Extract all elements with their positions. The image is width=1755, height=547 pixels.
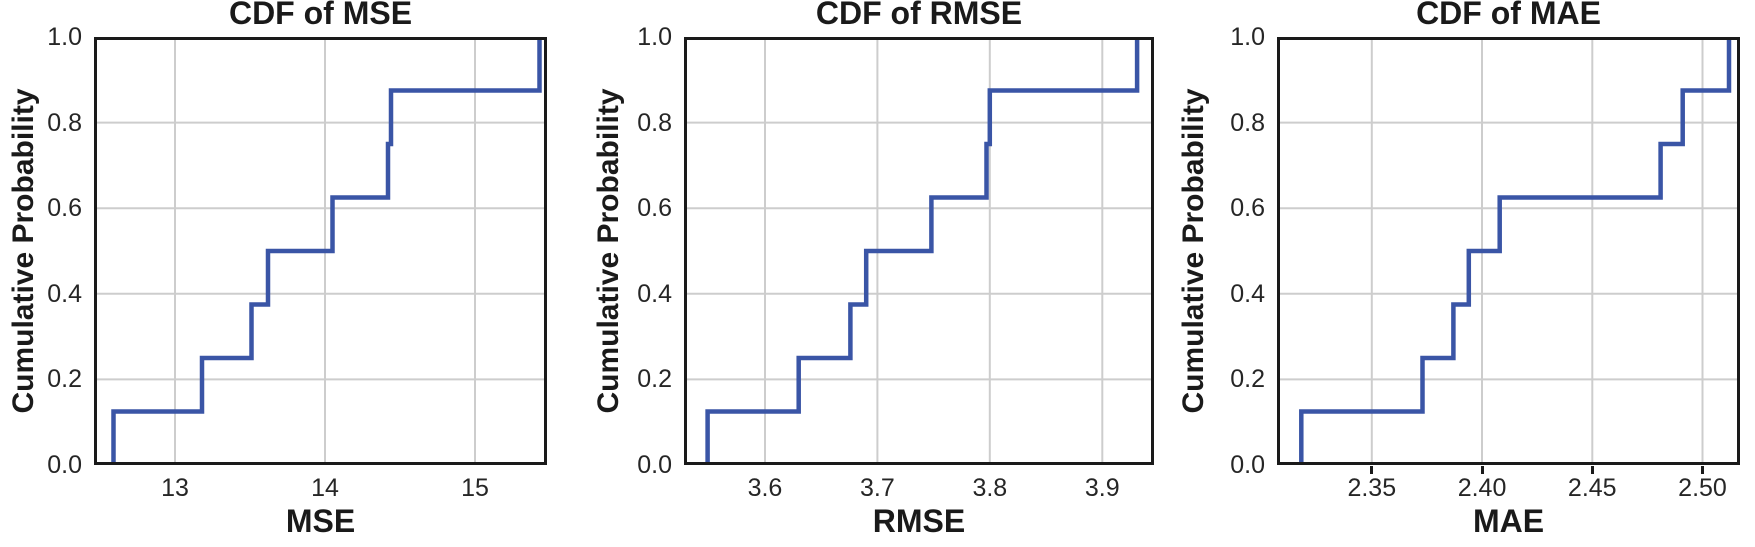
x-axis-label: MSE <box>285 503 356 539</box>
x-tick-labels: 13 14 15 <box>94 465 547 511</box>
x-tick-label: 2.50 <box>1678 474 1727 502</box>
panel-cdf-rmse: CDF of RMSE Cumulative Probability 0.0 0.… <box>585 0 1170 547</box>
x-tick-label: 13 <box>161 474 189 502</box>
y-tick-label: 1.0 <box>637 23 672 51</box>
y-tick-label: 0.2 <box>1230 365 1265 394</box>
x-tick-label: 15 <box>461 474 489 502</box>
y-tick-label: 0.0 <box>1230 451 1265 479</box>
x-tick-label: 3.9 <box>1084 474 1120 502</box>
y-tick-label: 0.4 <box>47 279 82 308</box>
y-tick-label: 0.0 <box>47 451 82 479</box>
y-tick-label: 0.6 <box>1230 194 1265 223</box>
y-tick-label: 1.0 <box>47 23 82 51</box>
x-tick-label: 14 <box>311 474 339 502</box>
x-tick-mark <box>1480 466 1484 474</box>
y-tick-label: 0.8 <box>1230 108 1265 137</box>
cdf-step-plot <box>94 37 547 465</box>
panel-cdf-mae: CDF of MAE Cumulative Probability 0.0 0.2… <box>1170 0 1755 547</box>
y-tick-label: 0.4 <box>637 279 672 308</box>
x-tick-label: 3.7 <box>860 474 895 502</box>
y-tick-label: 1.0 <box>1230 23 1265 51</box>
x-tick-label: 2.45 <box>1567 474 1617 502</box>
plot-area <box>1277 37 1740 465</box>
plot-area <box>684 37 1154 465</box>
plot-area <box>94 37 547 465</box>
y-tick-label: 0.8 <box>47 108 82 137</box>
y-tick-label: 0.4 <box>1230 279 1265 308</box>
y-tick-labels: 0.0 0.2 0.4 0.6 0.8 1.0 <box>0 23 82 479</box>
x-tick-label: 3.6 <box>747 474 783 502</box>
panel-cdf-mse: CDF of MSE Cumulative Probability 0.0 0.2… <box>0 0 585 547</box>
x-tick-labels: 3.6 3.7 3.8 3.9 <box>684 465 1154 511</box>
y-tick-label: 0.6 <box>637 194 672 223</box>
y-tick-label: 0.0 <box>637 451 672 479</box>
y-tick-label: 0.2 <box>637 365 672 394</box>
x-axis-label: RMSE <box>872 503 966 539</box>
x-tick-labels: 2.35 2.40 2.45 2.50 <box>1277 465 1740 511</box>
y-tick-label: 0.8 <box>637 108 672 137</box>
x-tick-label: 2.35 <box>1347 474 1397 502</box>
chart-title: CDF of MSE <box>228 0 413 31</box>
y-tick-label: 0.2 <box>47 365 82 394</box>
y-tick-labels: 0.0 0.2 0.4 0.6 0.8 1.0 <box>585 23 672 479</box>
cdf-step-plot <box>1277 37 1740 465</box>
cdf-step-plot <box>684 37 1154 465</box>
chart-title: CDF of RMSE <box>815 0 1023 31</box>
y-tick-labels: 0.0 0.2 0.4 0.6 0.8 1.0 <box>1170 23 1265 479</box>
x-axis-label: MAE <box>1472 503 1545 539</box>
x-tick-mark <box>1370 466 1374 474</box>
y-tick-label: 0.6 <box>47 194 82 223</box>
x-tick-label: 3.8 <box>972 474 1008 502</box>
chart-title: CDF of MAE <box>1416 0 1601 31</box>
x-tick-mark <box>1701 466 1705 474</box>
x-tick-mark <box>1590 466 1594 474</box>
x-tick-label: 2.40 <box>1457 474 1507 502</box>
